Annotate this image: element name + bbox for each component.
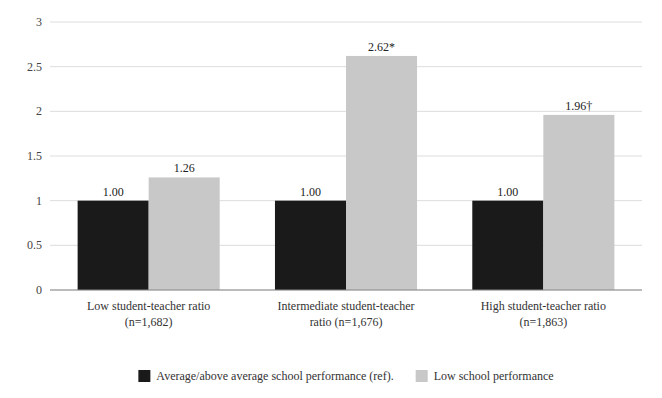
bars [78, 56, 615, 290]
data-label: 1.96† [565, 99, 592, 113]
y-tick-label: 0 [36, 283, 42, 297]
bar [149, 177, 220, 290]
data-label: 1.00 [103, 185, 124, 199]
legend-label: Average/above average school performance… [156, 369, 393, 383]
data-label: 1.00 [497, 185, 518, 199]
y-tick-label: 1 [36, 194, 42, 208]
x-tick-label-line: Low student-teacher ratio [87, 299, 210, 313]
bar [78, 201, 149, 290]
x-tick-label-line: (n=1,682) [125, 315, 173, 329]
x-tick-label-line: ratio (n=1,676) [310, 315, 383, 329]
bar [275, 201, 346, 290]
x-tick-label-line: High student-teacher ratio [481, 299, 606, 313]
y-tick-label: 1.5 [27, 149, 42, 163]
legend: Average/above average school performance… [138, 369, 553, 383]
y-tick-label: 0.5 [27, 238, 42, 252]
chart-container: 0 0.5 1 1.5 2 2.5 3 1.00 1.00 1.00 1.26 2.62* 1.96† L… [0, 0, 662, 398]
bar [472, 201, 543, 290]
x-tick-label: Low student-teacher ratio (n=1,682) [87, 299, 210, 329]
legend-swatch [416, 370, 428, 382]
data-label: 1.26 [174, 161, 195, 175]
legend-label: Low school performance [434, 369, 554, 383]
x-tick-label-line: Intermediate student-teacher [278, 299, 415, 313]
x-tick-label-line: (n=1,863) [519, 315, 567, 329]
bar [346, 56, 417, 290]
y-tick-label: 2 [36, 104, 42, 118]
grid [50, 22, 642, 290]
bar [543, 115, 614, 290]
x-tick-label: High student-teacher ratio (n=1,863) [481, 299, 606, 329]
y-tick-label: 3 [36, 15, 42, 29]
data-label: 1.00 [300, 185, 321, 199]
x-axis-line [50, 290, 642, 291]
legend-swatch [138, 370, 150, 382]
y-tick-label: 2.5 [27, 60, 42, 74]
grid-line [50, 22, 642, 23]
data-labels: 1.00 1.00 1.00 1.26 2.62* 1.96† [103, 40, 593, 199]
legend-item: Average/above average school performance… [138, 369, 393, 383]
data-label: 2.62* [368, 40, 395, 54]
x-tick-label: Intermediate student-teacher ratio (n=1,6… [278, 299, 415, 329]
grid-line [50, 290, 642, 291]
legend-item: Low school performance [416, 369, 554, 383]
chart-svg: 0 0.5 1 1.5 2 2.5 3 1.00 1.00 1.00 1.26 2.62* 1.96† L… [0, 0, 662, 398]
